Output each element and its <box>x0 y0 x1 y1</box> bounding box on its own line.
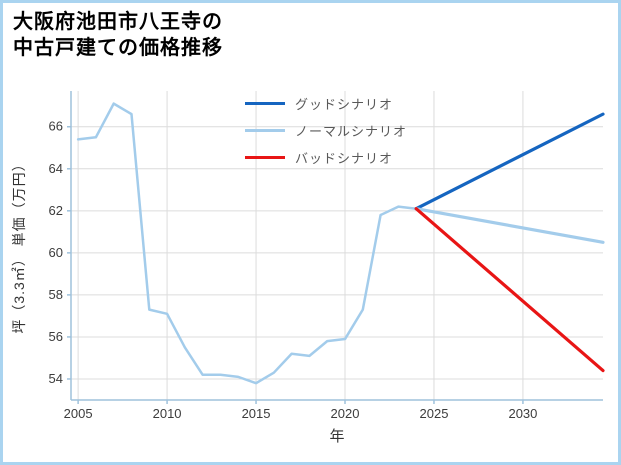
x-tick-label: 2005 <box>64 406 93 421</box>
legend-swatch-bad <box>245 156 285 159</box>
legend-swatch-normal <box>245 129 285 132</box>
chart-title-line1: 大阪府池田市八王寺の <box>13 11 223 33</box>
legend-label: グッドシナリオ <box>295 97 394 112</box>
chart-canvas: 2005 2010 2015 2020 2025 2030 54 56 58 60 62 64 66 <box>49 91 605 421</box>
chart-title: 大阪府池田市八王寺の 中古戸建ての価格推移 <box>13 9 223 61</box>
legend-item-bad: バッドシナリオ <box>245 148 407 167</box>
series-line-history <box>76 102 418 385</box>
x-tick-label: 2030 <box>508 406 537 421</box>
chart-title-line2: 中古戸建ての価格推移 <box>13 37 223 59</box>
y-tick-label: 54 <box>49 371 63 386</box>
y-tick-label: 60 <box>49 245 63 260</box>
y-tick-label: 62 <box>49 203 63 218</box>
legend-swatch-good <box>245 102 285 105</box>
x-tick-label: 2010 <box>153 406 182 421</box>
y-axis-label: 坪（3.3㎡） 単価（万円） <box>11 156 27 334</box>
x-tick-label: 2025 <box>420 406 449 421</box>
legend-label: ノーマルシナリオ <box>295 124 408 139</box>
x-axis-label: 年 <box>329 428 345 445</box>
y-tick-label: 56 <box>49 329 63 344</box>
legend-item-normal: ノーマルシナリオ <box>245 121 407 140</box>
y-tick-label: 58 <box>49 287 63 302</box>
series-line-good <box>414 112 605 211</box>
series-line-normal <box>414 207 605 244</box>
legend-label: バッドシナリオ <box>295 151 394 166</box>
chart-legend: グッドシナリオ ノーマルシナリオ バッドシナリオ <box>245 94 407 167</box>
y-tick-label: 66 <box>49 119 63 134</box>
series-line-bad <box>414 207 605 373</box>
legend-item-good: グッドシナリオ <box>245 94 407 113</box>
x-tick-label: 2015 <box>242 406 271 421</box>
y-tick-label: 64 <box>49 161 63 176</box>
x-tick-label: 2020 <box>331 406 360 421</box>
